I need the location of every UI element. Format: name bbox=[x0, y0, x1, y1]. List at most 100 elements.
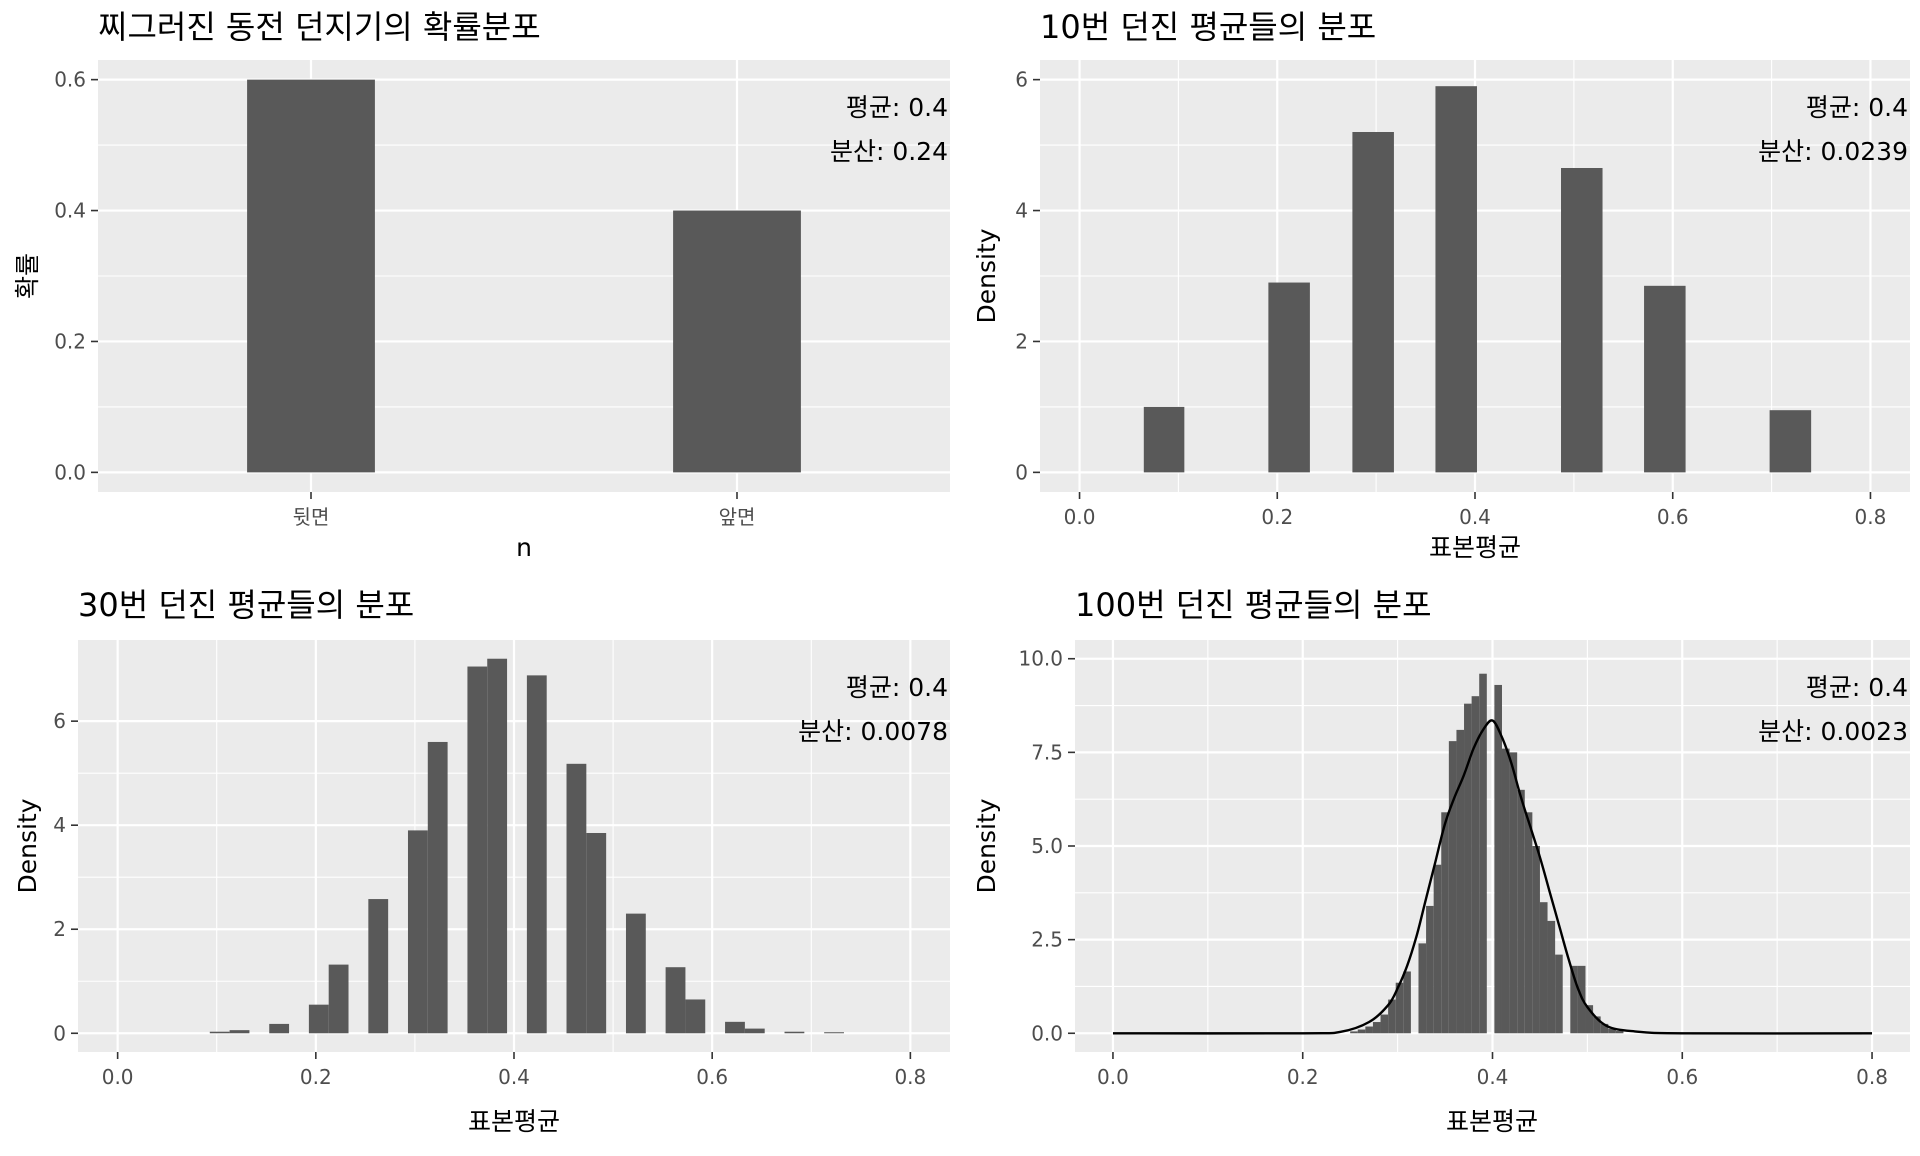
histogram-bar bbox=[1268, 282, 1310, 473]
histogram-bar bbox=[1547, 920, 1556, 1034]
grid-lines bbox=[1075, 640, 1910, 1052]
histogram-bar bbox=[269, 1023, 290, 1034]
y-tick-label: 0.2 bbox=[54, 329, 86, 353]
y-axis-ticks: 0 2 4 6 bbox=[1015, 68, 1040, 484]
histogram-bar bbox=[625, 913, 646, 1034]
histogram-bar bbox=[824, 1032, 844, 1034]
x-tick-label: 0.0 bbox=[1064, 505, 1096, 529]
histogram-bar bbox=[1352, 132, 1394, 473]
y-axis-title: 확률 bbox=[13, 253, 42, 299]
y-tick-label: 5.0 bbox=[1031, 834, 1063, 858]
x-tick-label: 0.6 bbox=[696, 1065, 728, 1089]
x-axis-ticks: 0.0 0.2 0.4 0.6 0.8 bbox=[1097, 1052, 1888, 1089]
y-tick-label: 0.4 bbox=[54, 199, 86, 223]
variance-annotation: 분산: 0.0239 bbox=[1758, 137, 1908, 166]
histogram-bar bbox=[1644, 285, 1686, 473]
histogram-bar bbox=[1509, 752, 1518, 1034]
y-tick-label: 7.5 bbox=[1031, 740, 1063, 764]
x-tick-label: 0.4 bbox=[1459, 505, 1491, 529]
histogram-bar bbox=[1501, 748, 1510, 1034]
y-tick-label: 6 bbox=[1015, 68, 1028, 92]
x-tick-label: 0.4 bbox=[498, 1065, 530, 1089]
chart-title: 30번 던진 평균들의 분포 bbox=[78, 586, 414, 624]
y-tick-label: 0 bbox=[53, 1021, 66, 1045]
histogram-bar bbox=[1555, 954, 1563, 1034]
chart-title: 찌그러진 동전 던지기의 확률분포 bbox=[98, 8, 541, 46]
histogram-bar bbox=[1593, 1016, 1601, 1034]
mean-annotation: 평균: 0.4 bbox=[846, 673, 948, 702]
y-axis-title: Density bbox=[972, 228, 1001, 323]
x-tick-label: 0.8 bbox=[1855, 505, 1887, 529]
variance-annotation: 분산: 0.0078 bbox=[798, 717, 948, 746]
histogram-bar bbox=[1448, 741, 1457, 1034]
x-tick-label: 0.2 bbox=[1287, 1065, 1319, 1089]
histogram-bar bbox=[784, 1031, 805, 1034]
y-tick-label: 2 bbox=[1015, 329, 1028, 353]
bar bbox=[673, 210, 801, 473]
y-tick-label: 4 bbox=[1015, 199, 1028, 223]
bars bbox=[247, 79, 801, 473]
y-axis-ticks: 0.0 2.5 5.0 7.5 10.0 bbox=[1018, 647, 1075, 1045]
histogram-bar bbox=[1418, 943, 1427, 1034]
bars bbox=[1143, 86, 1812, 473]
bars bbox=[1350, 673, 1624, 1034]
y-axis-title: Density bbox=[972, 798, 1001, 893]
histogram-bar bbox=[487, 658, 508, 1034]
y-tick-label: 4 bbox=[53, 813, 66, 837]
mean-annotation: 평균: 0.4 bbox=[846, 93, 948, 122]
mean-annotation: 평균: 0.4 bbox=[1806, 673, 1908, 702]
histogram-bar bbox=[368, 899, 389, 1034]
histogram-bar bbox=[566, 763, 587, 1034]
y-tick-label: 0 bbox=[1015, 460, 1028, 484]
bars bbox=[209, 658, 844, 1034]
x-tick-label: 0.4 bbox=[1477, 1065, 1509, 1089]
x-tick-label: 뒷면 bbox=[293, 505, 330, 529]
x-axis-ticks: 뒷면 앞면 bbox=[293, 492, 755, 529]
histogram-bar bbox=[1435, 86, 1477, 473]
histogram-bar bbox=[1372, 1022, 1381, 1034]
x-axis-title: n bbox=[516, 533, 532, 562]
histogram-bar bbox=[427, 741, 448, 1034]
x-tick-label: 0.6 bbox=[1657, 505, 1689, 529]
histogram-bar bbox=[526, 675, 547, 1034]
chart-title: 100번 던진 평균들의 분포 bbox=[1075, 586, 1432, 624]
mean-annotation: 평균: 0.4 bbox=[1806, 93, 1908, 122]
y-axis-ticks: 0.0 0.2 0.4 0.6 bbox=[54, 68, 98, 484]
histogram-bar bbox=[1433, 864, 1442, 1034]
histogram-bar bbox=[1570, 965, 1578, 1034]
histogram-bar bbox=[1539, 902, 1548, 1034]
bar bbox=[247, 79, 375, 473]
density-curve bbox=[1112, 719, 1873, 1035]
histogram-bar bbox=[1380, 1014, 1389, 1034]
x-tick-label: 0.8 bbox=[894, 1065, 926, 1089]
x-tick-label: 0.2 bbox=[1261, 505, 1293, 529]
y-axis-title: Density bbox=[13, 798, 42, 893]
x-tick-label: 0.8 bbox=[1856, 1065, 1888, 1089]
panel-100-tosses: 100번 던진 평균들의 분포 0.02.55.07.510.0 0.0 0.2 0… bbox=[972, 586, 1910, 1136]
y-axis-ticks: 0 2 4 6 bbox=[53, 709, 78, 1045]
histogram-bar bbox=[407, 830, 428, 1034]
histogram-bar bbox=[328, 964, 349, 1034]
variance-annotation: 분산: 0.24 bbox=[830, 137, 948, 166]
histogram-bar bbox=[1608, 1028, 1616, 1034]
histogram-bar bbox=[1143, 406, 1185, 473]
histogram-bar bbox=[467, 666, 488, 1034]
histogram-bar bbox=[209, 1031, 230, 1034]
histogram-bar bbox=[1441, 812, 1449, 1034]
x-tick-label: 0.6 bbox=[1666, 1065, 1698, 1089]
histogram-bar bbox=[1464, 703, 1472, 1034]
histogram-bar bbox=[586, 832, 607, 1034]
histogram-bar bbox=[1769, 410, 1812, 473]
y-tick-label: 2 bbox=[53, 917, 66, 941]
panel-30-tosses: 30번 던진 평균들의 분포 0 2 4 6 0.0 0.2 0.4 0.6 0.8 표본평균… bbox=[13, 586, 950, 1136]
histogram-bar bbox=[1350, 1031, 1358, 1034]
histogram-bar bbox=[1532, 846, 1540, 1034]
x-axis-title: 표본평균 bbox=[1446, 1107, 1538, 1136]
histogram-bar bbox=[1494, 684, 1502, 1034]
histogram-bar bbox=[1426, 905, 1434, 1034]
x-axis-ticks: 0.0 0.2 0.4 0.6 0.8 bbox=[1064, 492, 1887, 529]
histogram-bar bbox=[1561, 168, 1603, 473]
histogram-bar bbox=[1395, 982, 1404, 1034]
